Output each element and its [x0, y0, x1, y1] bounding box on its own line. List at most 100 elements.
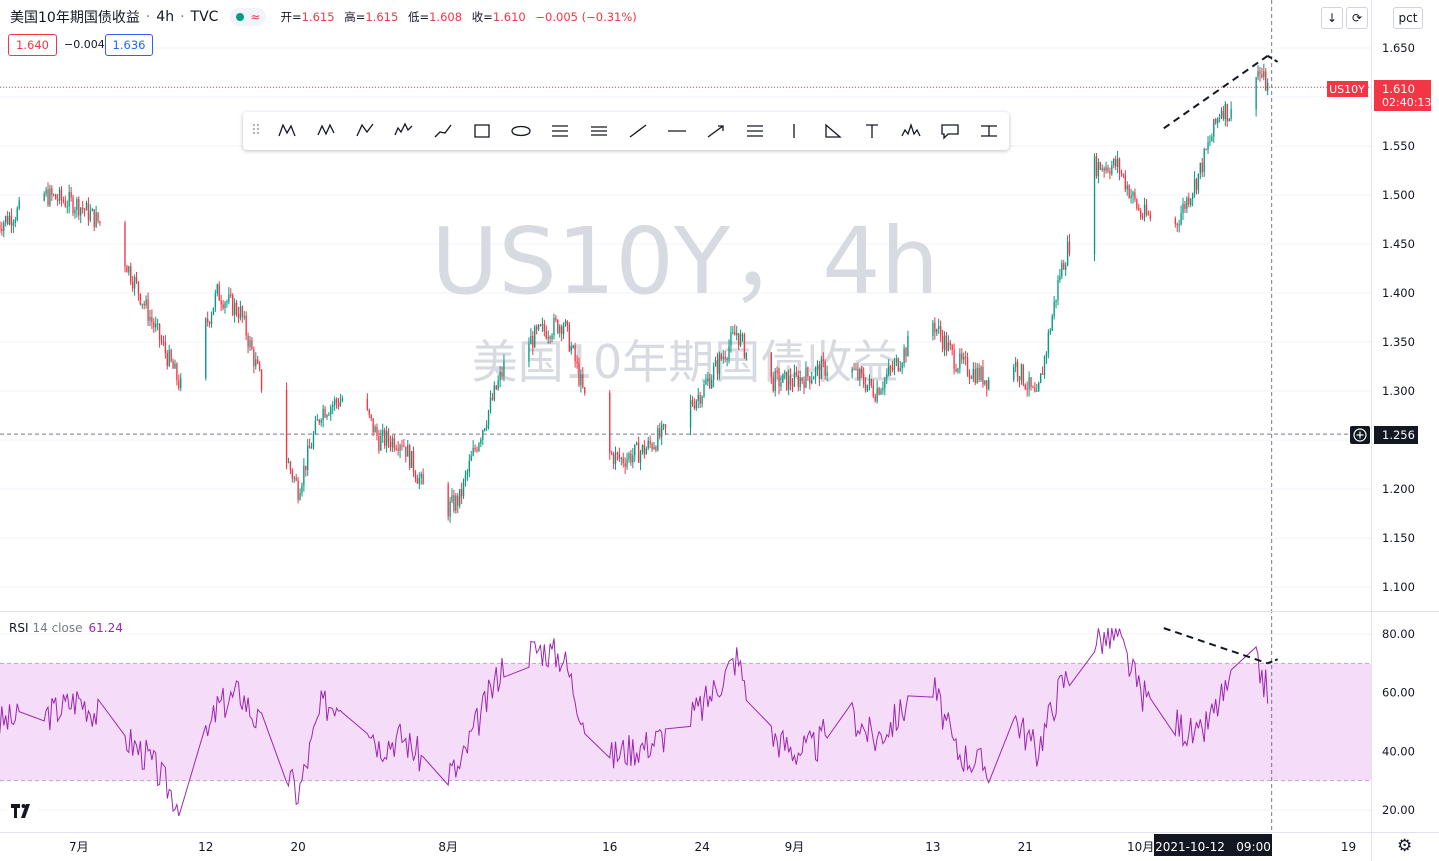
candle-body [866, 384, 869, 391]
scroll-to-latest-button[interactable]: ↓ [1321, 7, 1343, 29]
crosshair-price-label: 1.256 [1350, 426, 1418, 444]
head-shoulders-tool-button[interactable] [891, 115, 930, 147]
candle-body [734, 332, 736, 336]
candle-body [811, 379, 813, 384]
candle-body [255, 359, 257, 367]
callout-tool-button[interactable] [930, 115, 969, 147]
candle-body [162, 341, 165, 343]
candle-body [701, 396, 703, 404]
candle-body [301, 484, 303, 494]
arrow-tool-button[interactable] [696, 115, 735, 147]
tradingview-logo[interactable] [6, 797, 38, 825]
rsi-axis[interactable]: 80.00 60.00 40.00 20.00 [1382, 627, 1415, 817]
candle-body [178, 380, 180, 389]
price-tick-label: 1.300 [1382, 384, 1415, 398]
sell-price-button[interactable]: 1.640 [8, 34, 57, 56]
symbol-header[interactable]: 美国10年期国债收益 · 4h · TVC ≈ 开=1.615 高=1.615 … [10, 7, 643, 27]
candle-body [1188, 197, 1190, 205]
candle-body [957, 368, 959, 372]
text-icon [865, 124, 878, 138]
candle-body [1228, 118, 1230, 122]
candle-body [938, 326, 940, 330]
candle-body [724, 356, 726, 360]
candle-body [1191, 193, 1194, 200]
candle-body [955, 368, 957, 372]
price-range-tool-button[interactable] [969, 115, 1008, 147]
candle-body [1266, 82, 1269, 91]
abcd-pattern-tool-button[interactable] [345, 115, 384, 147]
candle-body [368, 409, 370, 415]
candle-body [691, 400, 694, 406]
candle-body [243, 315, 245, 318]
candle-body [572, 345, 574, 347]
xabcd-pattern-tool-button[interactable] [267, 115, 306, 147]
candle-body [643, 445, 646, 455]
candle-body [401, 445, 403, 447]
candle-body [208, 322, 211, 324]
ellipse-tool-button[interactable] [501, 115, 540, 147]
candle-body [853, 368, 855, 370]
drawing-toolbar[interactable]: ⠿ [243, 112, 1009, 150]
candle-body [1064, 265, 1067, 270]
buy-price-button[interactable]: 1.636 [105, 34, 153, 56]
elliott-wave-tool-button[interactable] [384, 115, 423, 147]
rsi-line[interactable] [0, 628, 1269, 817]
scale-mode-button[interactable]: pct [1393, 7, 1423, 29]
trend-line-tool-button[interactable] [618, 115, 657, 147]
candle-body [822, 359, 824, 362]
candle-body [1195, 179, 1198, 190]
parallel-channel-tool-button[interactable] [735, 115, 774, 147]
candle-body [1032, 386, 1034, 388]
candle-body [212, 307, 215, 315]
interval-label[interactable]: 4h [156, 9, 175, 25]
market-status-toggle[interactable]: ≈ [230, 8, 267, 26]
candle-body [1097, 162, 1100, 177]
trend-line [1163, 627, 1268, 665]
rectangle-tool-button[interactable] [462, 115, 501, 147]
candle-body [260, 369, 263, 390]
horizontal-line-tool-button[interactable] [657, 115, 696, 147]
candle-body [380, 435, 382, 451]
candle-body [318, 419, 320, 423]
settings-gear-icon[interactable]: ⚙ [1397, 836, 1413, 856]
candle-body [1207, 142, 1209, 150]
cypher-pattern-tool-button[interactable] [306, 115, 345, 147]
text-tool-button[interactable] [852, 115, 891, 147]
candle-body [697, 395, 699, 401]
rsi-tick-label: 20.00 [1382, 803, 1415, 817]
candle-body [58, 189, 61, 201]
candle-body [149, 316, 151, 321]
watermark-symbol: US10Y，4h [431, 208, 939, 315]
fib-retracement-tool-button[interactable] [540, 115, 579, 147]
candle-body [651, 443, 653, 449]
candle-body [137, 281, 140, 294]
market-open-dot-icon [236, 13, 245, 21]
candle-body [1036, 390, 1038, 392]
candle-body [307, 445, 309, 471]
price-axis[interactable]: 1.650 1.550 1.500 1.450 1.400 1.350 1.300 1.200… [1382, 41, 1415, 594]
candlestick-series[interactable] [0, 63, 1269, 523]
candle-body [1053, 301, 1055, 317]
triangle-tool-button[interactable] [813, 115, 852, 147]
fib-channel-tool-button[interactable] [579, 115, 618, 147]
candle-body [337, 402, 340, 407]
vertical-line-tool-button[interactable] [774, 115, 813, 147]
candle-body [147, 299, 149, 321]
candle-body [1224, 103, 1227, 120]
time-tick-label: 20 [290, 840, 305, 854]
reset-chart-button[interactable]: ⟳ [1346, 7, 1368, 29]
time-axis[interactable]: 7月 12 20 8月 16 24 9月 13 21 10月 19 [69, 840, 1356, 854]
trend-line-drawings[interactable] [1163, 54, 1279, 665]
candle-body [797, 375, 799, 388]
symbol-name[interactable]: 美国10年期国债收益 [10, 10, 140, 26]
candle-body [863, 373, 865, 385]
drag-handle-icon[interactable]: ⠿ [250, 123, 261, 139]
candle-body [235, 302, 238, 315]
rsi-legend[interactable]: RSI 14 close 61.24 [9, 621, 123, 635]
candle-body [555, 317, 557, 320]
path-tool-button[interactable] [423, 115, 462, 147]
candle-body [770, 352, 773, 377]
candle-body [774, 370, 776, 391]
candle-body [1213, 119, 1215, 137]
